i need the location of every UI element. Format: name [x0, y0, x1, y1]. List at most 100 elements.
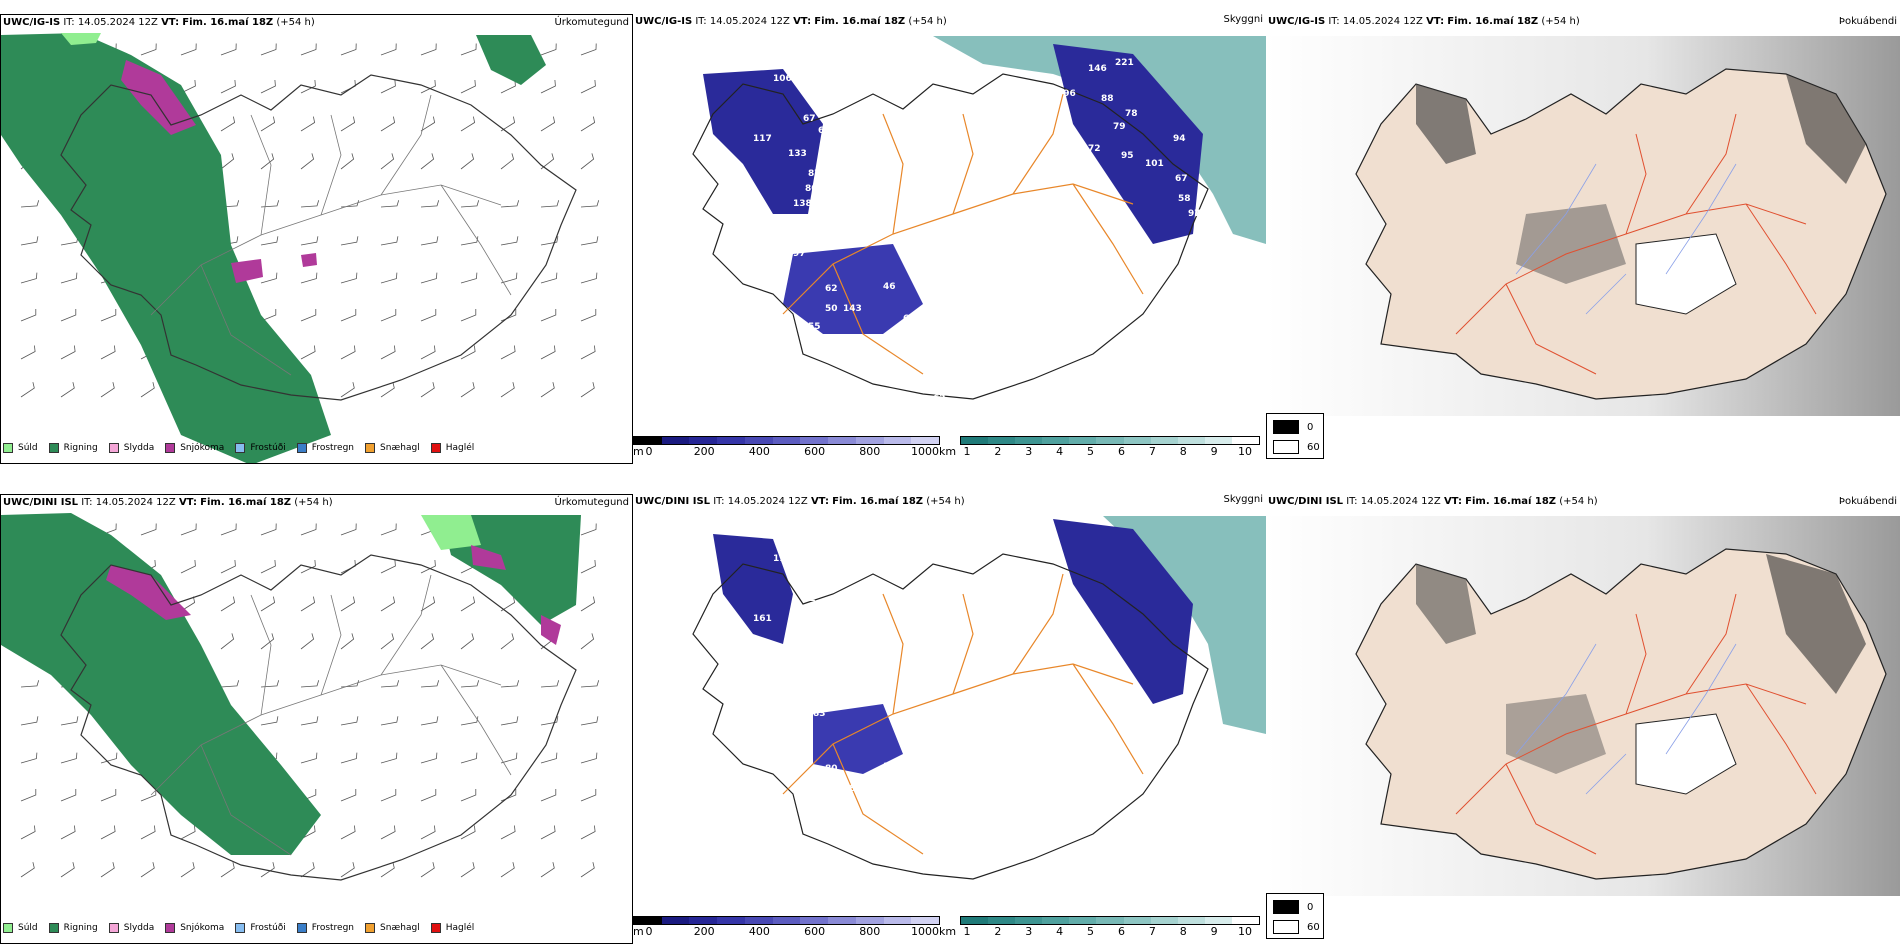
wind-barb [260, 716, 279, 726]
legend-swatch [365, 443, 376, 453]
cloud-base-value: 88 [1101, 94, 1114, 104]
tick-label: 10 [1238, 445, 1252, 458]
wind-barb [500, 596, 516, 612]
wind-barb [300, 309, 317, 322]
visibility-unit: km [939, 445, 957, 458]
cloud-base-value: 221 [1115, 58, 1134, 68]
colorbar-segment-5 [772, 437, 801, 444]
wind-barb [140, 789, 157, 802]
wind-barb [300, 559, 316, 574]
wind-barb [260, 309, 277, 322]
land-area [1355, 68, 1887, 400]
snow-area-3 [541, 615, 561, 645]
cloud-base-value: 95 [1121, 151, 1134, 161]
legend-swatch [235, 443, 246, 453]
iceland-outline [60, 554, 577, 881]
wind-barb [180, 43, 197, 56]
colorbar-segment-5 [1096, 437, 1124, 444]
wind-barb [340, 862, 355, 878]
colorbar-segment-10 [1231, 917, 1260, 924]
colorbar-segment-2 [689, 917, 718, 924]
wind-barb [420, 79, 436, 94]
fog-legend-label: 0 [1307, 421, 1314, 433]
wind-barb [580, 79, 596, 94]
cloud-base-value: 106 [773, 74, 792, 84]
cloud-base-value: 96 [903, 794, 916, 804]
wind-barb [220, 862, 235, 878]
wind-barb [340, 789, 357, 802]
cloud-base-value: 72 [1088, 144, 1101, 154]
wind-barb [420, 153, 435, 170]
tick-label: 400 [748, 925, 770, 938]
wind-barb [300, 596, 316, 612]
legend-swatch [48, 923, 59, 933]
panel-title: UWC/DINI ISL IT: 14.05.2024 12Z VT: Fim.… [635, 496, 965, 507]
wind-barb [500, 153, 515, 170]
field-name: Úrkomutegund [554, 17, 629, 28]
tick-label: 5 [1087, 925, 1095, 938]
fog-sea-area [1103, 516, 1266, 734]
precip-panel-row2: UWC/DINI ISL IT: 14.05.2024 12Z VT: Fim.… [0, 494, 633, 944]
wind-barb [20, 862, 35, 878]
wind-barb [300, 79, 316, 94]
wind-barb [260, 523, 277, 536]
wind-barb [260, 680, 280, 688]
legend-swatch [108, 923, 119, 933]
wind-barb [380, 382, 395, 398]
wind-barb [340, 752, 358, 764]
cloud-base-value: 996 [1057, 89, 1076, 99]
cloudbase-unit: m [633, 445, 644, 458]
colorbar-segment-4 [1069, 917, 1097, 924]
field-name: Skyggni [1223, 494, 1263, 505]
legend-item-4: Frostúði [235, 443, 286, 453]
wind-barb [20, 236, 39, 246]
colorbar-segment-1 [988, 437, 1016, 444]
rain-area-west [1, 513, 321, 855]
legend-label: Súld [18, 443, 38, 453]
wind-barb [460, 825, 476, 840]
wind-barb [140, 523, 157, 536]
drizzle-area [61, 33, 101, 45]
cloud-base-value: 146 [1088, 64, 1107, 74]
field-name: Þokuábendi [1838, 496, 1897, 507]
wind-barb [540, 680, 560, 688]
legend-item-7: Haglél [430, 923, 474, 933]
legend-label: Frostregn [311, 443, 355, 453]
wind-barb [500, 272, 518, 284]
colorbar-segment-5 [772, 917, 801, 924]
legend-swatch [296, 443, 307, 453]
wind-barb [500, 345, 516, 360]
wind-barb [220, 680, 240, 688]
cloud-base-value: 64 [818, 126, 831, 136]
wind-barb [540, 752, 558, 764]
colorbar-segment-6 [1123, 917, 1151, 924]
tick-label: 0 [645, 445, 653, 458]
colorbar-segment-9 [1204, 917, 1232, 924]
colorbar-segment-2 [1015, 917, 1043, 924]
wind-barb [420, 236, 439, 246]
wind-barb [20, 680, 40, 688]
wind-barb [580, 633, 595, 650]
fog-sea-area [933, 36, 1266, 244]
wind-barb [580, 752, 598, 764]
wind-barb [580, 789, 597, 802]
wind-barb [420, 345, 436, 360]
legend-label: Snæhagl [380, 443, 420, 453]
wind-barb [580, 596, 596, 612]
wind-barb [100, 862, 115, 878]
wind-barb [20, 272, 38, 284]
wind-barb [60, 345, 76, 360]
wind-barb [140, 43, 157, 56]
wind-barb [380, 825, 396, 840]
colorbar-segment-6 [800, 437, 829, 444]
tick-label: 1 [963, 445, 971, 458]
legend-label: Frostúði [250, 923, 286, 933]
legend-item-3: Snjókoma [165, 923, 224, 933]
wind-barb [20, 382, 35, 398]
fog-legend-label: 60 [1307, 441, 1320, 453]
panel-title: UWC/IG-IS IT: 14.05.2024 12Z VT: Fim. 16… [1268, 16, 1580, 27]
wind-barb [580, 43, 597, 56]
wind-barb [300, 345, 316, 360]
wind-barb [420, 596, 436, 612]
wind-barb [380, 345, 396, 360]
